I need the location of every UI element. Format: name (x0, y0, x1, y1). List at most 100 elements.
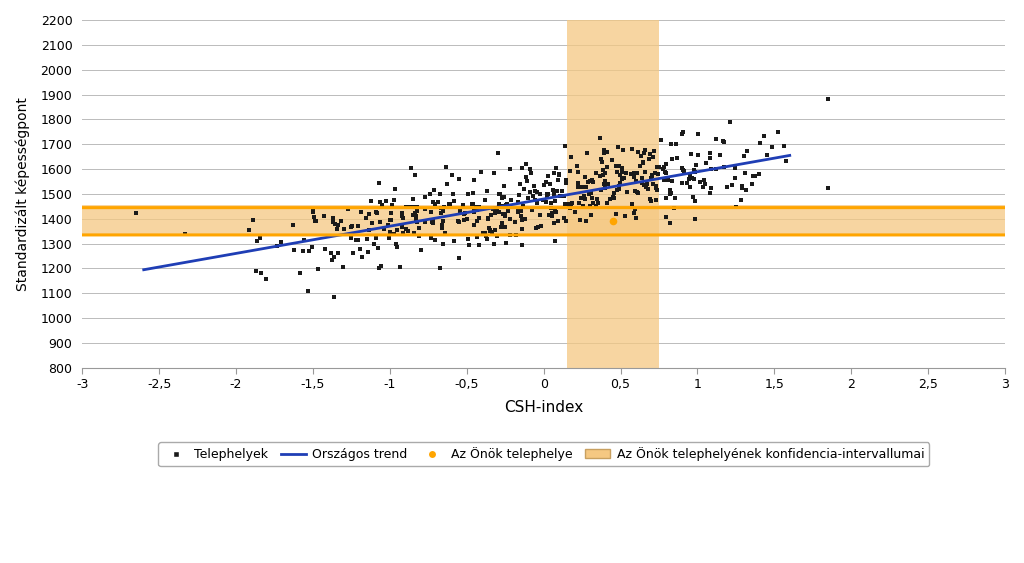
Point (481, 224, 498, 233)
Point (305, 208, 322, 217)
Point (465, 188, 481, 197)
Point (367, 239, 383, 248)
Legend: Telephelyek, Országos trend, Az Önök telephelye, Az Önök telephelyének konfidenc: Telephelyek, Országos trend, Az Önök tel… (158, 442, 929, 466)
Point (362, 196, 379, 205)
Point (382, 227, 398, 236)
Point (770, 128, 786, 137)
Point (376, 224, 392, 233)
Point (734, 182, 751, 191)
Point (580, 177, 596, 186)
Point (460, 234, 476, 243)
Point (372, 197, 388, 206)
Point (550, 175, 566, 184)
Point (249, 236, 265, 245)
Point (522, 187, 539, 196)
Point (532, 222, 549, 231)
Point (510, 205, 526, 214)
Point (656, 162, 673, 171)
Point (422, 190, 438, 199)
Point (550, 217, 566, 226)
Point (558, 178, 574, 187)
Point (578, 216, 594, 225)
Point (342, 222, 358, 231)
Point (380, 221, 396, 230)
Point (557, 199, 573, 208)
Point (502, 215, 518, 224)
Point (411, 224, 427, 233)
Point (727, 173, 743, 182)
Point (268, 242, 285, 251)
Point (820, 95, 837, 104)
Point (370, 209, 386, 218)
Point (654, 165, 671, 174)
Point (457, 209, 473, 218)
Point (335, 262, 351, 271)
Point (746, 172, 763, 181)
Point (482, 226, 499, 235)
Point (483, 228, 500, 237)
Point (645, 179, 662, 188)
Point (613, 164, 630, 173)
Point (663, 189, 679, 198)
Point (628, 214, 644, 223)
Point (493, 222, 509, 231)
Point (682, 171, 698, 180)
Point (752, 138, 768, 148)
Point (547, 197, 563, 206)
Point (592, 133, 608, 142)
Point (371, 243, 387, 252)
Point (433, 221, 450, 230)
Point (544, 203, 560, 212)
Point (697, 159, 714, 168)
Point (496, 192, 512, 201)
Point (641, 154, 657, 163)
Point (518, 160, 535, 169)
Point (506, 217, 522, 226)
Point (734, 184, 751, 193)
Point (604, 217, 621, 226)
Point (684, 193, 700, 202)
Point (561, 202, 578, 211)
Point (350, 236, 367, 245)
Point (469, 216, 485, 225)
Point (502, 230, 518, 239)
Point (652, 136, 669, 145)
Point (592, 155, 608, 164)
Point (552, 191, 568, 200)
Point (434, 203, 451, 212)
Point (555, 191, 571, 200)
Point (526, 182, 543, 191)
Point (544, 208, 560, 217)
Point (485, 168, 502, 177)
Point (512, 207, 528, 216)
Point (460, 189, 476, 198)
Point (371, 178, 387, 187)
Point (494, 201, 510, 210)
Point (597, 176, 613, 185)
Point (648, 186, 665, 195)
Point (662, 185, 678, 194)
Point (388, 239, 404, 248)
Point (596, 179, 612, 188)
Point (435, 207, 452, 216)
Point (609, 167, 626, 176)
Point (541, 211, 557, 220)
Point (520, 194, 537, 203)
Point (438, 179, 455, 188)
Point (633, 151, 649, 160)
Point (687, 214, 703, 223)
Point (521, 164, 538, 173)
Point (606, 194, 623, 203)
Point (515, 202, 531, 211)
Point (688, 160, 705, 169)
Point (514, 240, 530, 249)
Point (455, 202, 471, 211)
Point (604, 193, 621, 202)
Point (722, 117, 738, 126)
Point (336, 225, 352, 234)
Point (461, 240, 477, 249)
Point (417, 204, 433, 213)
Point (382, 216, 398, 225)
Point (657, 167, 674, 176)
Point (685, 166, 701, 175)
